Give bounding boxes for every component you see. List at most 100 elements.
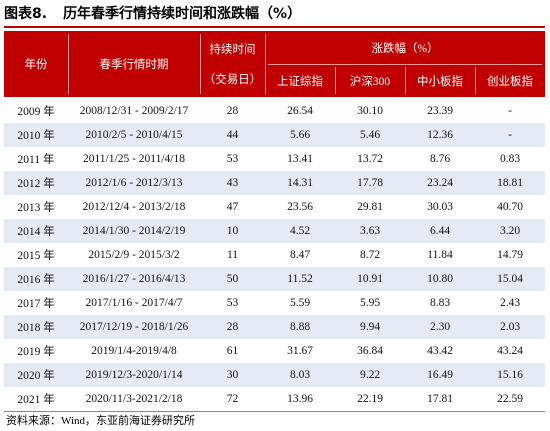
table-cell: 12.36 [427, 129, 453, 141]
table-cell: 26.54 [287, 105, 313, 117]
table-cell: 23.39 [427, 105, 453, 117]
table-cell: 13.41 [287, 153, 313, 165]
title: 图表8. 历年春季行情持续时间和涨跌幅（%） [4, 3, 317, 23]
table-cell: 23.24 [427, 177, 453, 189]
table-cell: 2.03 [499, 321, 521, 333]
header-cell: 上证综指 [277, 75, 323, 88]
table-cell: 2.30 [429, 321, 451, 333]
header-cell: 春季行情时期 [99, 59, 169, 71]
table-cell: 2020 年 [17, 370, 55, 382]
header-cell: （交易日） [203, 74, 262, 86]
table-cell: 15.04 [497, 273, 523, 285]
row-bg [4, 171, 545, 195]
table-cell: 18.81 [497, 177, 523, 189]
table-cell: 0.83 [499, 153, 521, 165]
table-cell: 2019/12/3-2020/1/14 [85, 369, 183, 381]
table-cell: 23.56 [287, 201, 313, 213]
header-divider [335, 67, 336, 94]
header-cell: 涨跌幅（%） [371, 42, 439, 55]
table-cell: 5.46 [359, 129, 381, 141]
table-cell: 72 [226, 393, 239, 405]
row-bg [4, 363, 545, 387]
table-cell: 8.83 [429, 297, 451, 309]
table-bottom-rule [4, 411, 545, 412]
table-cell: 2013 年 [17, 202, 55, 214]
table-cell: 17.81 [427, 393, 453, 405]
table-cell: - [508, 129, 512, 141]
table-cell: 30.03 [427, 201, 453, 213]
table-cell: 4.52 [289, 225, 311, 237]
table-cell: 2015 年 [17, 250, 55, 262]
table-cell: 14.79 [497, 249, 523, 261]
table-cell: 2018 年 [17, 322, 55, 334]
table-cell: 43.42 [427, 345, 453, 357]
table-cell: 22.19 [357, 393, 383, 405]
table-cell: 61 [226, 345, 239, 357]
table-cell: 28 [226, 321, 239, 333]
table-cell: 44 [226, 129, 239, 141]
header-divider [405, 67, 406, 94]
header-cell: 年份 [24, 59, 48, 71]
table-cell: 53 [226, 297, 239, 309]
figure-title: 历年春季行情持续时间和涨跌幅（%） [63, 6, 302, 22]
table-cell: 17.78 [357, 177, 383, 189]
table-cell: 15.16 [497, 369, 523, 381]
table-cell: 47 [226, 201, 239, 213]
table-cell: 43.24 [497, 345, 523, 357]
table-cell: 53 [226, 153, 239, 165]
table-cell: 2019 年 [17, 346, 55, 358]
header-divider [265, 34, 266, 94]
table-cell: 2012/1/6 - 2012/3/13 [85, 177, 183, 189]
table-cell: 8.47 [289, 249, 311, 261]
row-bg [4, 267, 545, 291]
table-cell: 50 [226, 273, 239, 285]
table-cell: 9.94 [359, 321, 381, 333]
table-cell: 31.67 [287, 345, 313, 357]
figure-label: 图表8. [4, 6, 48, 22]
table-cell: 10.91 [357, 273, 383, 285]
header-divider [200, 34, 201, 94]
table-cell: 5.95 [359, 297, 381, 309]
table-cell: 10.80 [427, 273, 453, 285]
header-divider [268, 64, 542, 65]
table-cell: 2016 年 [17, 274, 55, 286]
header-divider [68, 34, 69, 94]
table-cell: 8.03 [289, 369, 311, 381]
table-cell: 30 [226, 369, 239, 381]
table-cell: 2008/12/31 - 2009/2/17 [79, 105, 189, 117]
header-cell: 沪深300 [349, 75, 391, 88]
table-cell: 30.10 [357, 105, 383, 117]
header-cell: 中小板指 [417, 75, 463, 88]
table-cell: 2019/1/4-2019/4/8 [91, 345, 177, 357]
table-cell: 9.22 [359, 369, 381, 381]
table-cell: 2014 年 [17, 226, 55, 238]
table-cell: 2020/11/3-2021/2/18 [85, 393, 183, 405]
table-cell: 2009 年 [17, 106, 55, 118]
table-cell: 16.49 [427, 369, 453, 381]
table-cell: 2017/1/16 - 2017/4/7 [85, 297, 183, 309]
header-cell: 持续时间 [209, 44, 256, 56]
source: 资料来源：Wind，东亚前海证券研究所 [6, 415, 195, 427]
table-cell: 13.72 [357, 153, 383, 165]
table-cell: 11.52 [287, 273, 313, 285]
table-cell: 2021 年 [17, 394, 55, 406]
table-cell: 2010/2/5 - 2010/4/15 [85, 129, 183, 141]
table-cell: 2012 年 [17, 178, 55, 190]
table-cell: 36.84 [357, 345, 383, 357]
row-bg [4, 123, 545, 147]
table-cell: 2.43 [499, 297, 521, 309]
table-cell: 2016/1/27 - 2016/4/13 [82, 273, 186, 285]
row-bg [4, 219, 545, 243]
row-bg [4, 315, 545, 339]
table-cell: 11.84 [427, 249, 453, 261]
table-cell: 5.66 [289, 129, 311, 141]
table-cell: 2011 年 [17, 154, 55, 166]
table-cell: 2014/1/30 - 2014/2/19 [82, 225, 186, 237]
table-cell: 40.70 [497, 201, 523, 213]
table-cell: 2015/2/9 - 2015/3/2 [88, 249, 180, 261]
table-cell: 2017 年 [17, 298, 55, 310]
table-cell: 8.76 [429, 153, 451, 165]
table-cell: 2011/1/25 - 2011/4/18 [82, 153, 185, 165]
header-divider [475, 67, 476, 94]
